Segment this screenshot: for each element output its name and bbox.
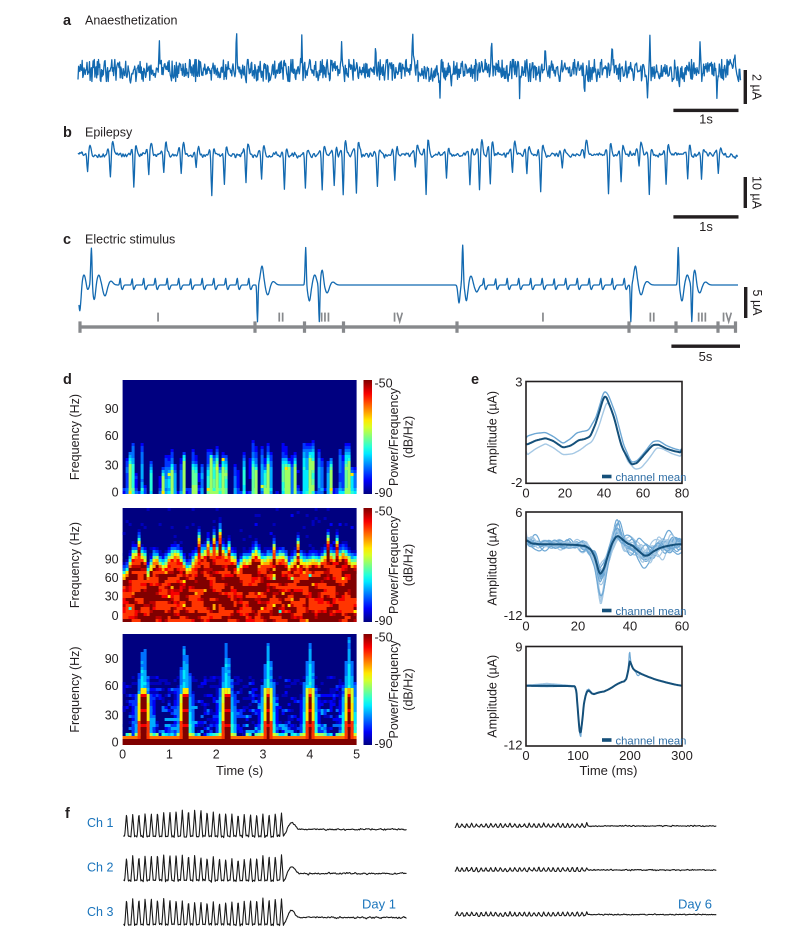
svg-text:60: 60 [105,679,119,693]
svg-text:1: 1 [166,748,173,762]
svg-text:b: b [63,125,72,141]
svg-text:3: 3 [515,375,522,390]
svg-text:Ch 3: Ch 3 [87,905,113,919]
svg-text:30: 30 [105,458,119,472]
svg-text:5 µA: 5 µA [750,290,764,317]
svg-text:Ch 2: Ch 2 [87,861,113,875]
svg-text:Day 1: Day 1 [362,897,396,912]
svg-text:channel mean: channel mean [616,472,687,484]
svg-text:0: 0 [112,736,119,750]
svg-text:Time (s): Time (s) [216,763,263,778]
svg-text:Power/Frequency: Power/Frequency [387,640,401,739]
svg-text:40: 40 [623,618,637,633]
svg-text:9: 9 [515,640,522,655]
svg-text:Amplitude (µA): Amplitude (µA) [486,655,500,738]
svg-text:Power/Frequency: Power/Frequency [387,515,401,614]
svg-text:Power/Frequency: Power/Frequency [387,387,401,486]
svg-text:20: 20 [571,618,585,633]
svg-text:40: 40 [597,485,611,500]
svg-text:60: 60 [105,571,119,585]
svg-text:-90: -90 [375,737,393,751]
svg-text:(dB/Hz): (dB/Hz) [402,544,416,586]
svg-text:0: 0 [522,618,529,633]
svg-text:-50: -50 [375,377,393,391]
svg-text:channel mean: channel mean [616,736,687,748]
svg-text:2 µA: 2 µA [750,74,764,101]
svg-text:60: 60 [636,485,650,500]
svg-text:(dB/Hz): (dB/Hz) [402,416,416,458]
svg-text:90: 90 [105,652,119,666]
svg-text:100: 100 [567,748,589,763]
svg-text:60: 60 [675,618,689,633]
svg-text:30: 30 [105,708,119,722]
svg-text:200: 200 [619,748,641,763]
svg-text:90: 90 [105,402,119,416]
svg-text:90: 90 [105,553,119,567]
svg-text:20: 20 [558,485,572,500]
svg-text:Time (ms): Time (ms) [579,763,637,778]
svg-text:0: 0 [119,748,126,762]
svg-text:-12: -12 [504,608,523,623]
svg-text:d: d [63,372,72,388]
svg-text:2: 2 [213,748,220,762]
svg-text:Amplitude (µA): Amplitude (µA) [486,523,500,606]
svg-text:10 µA: 10 µA [750,176,764,210]
svg-text:Frequency (Hz): Frequency (Hz) [68,394,82,480]
svg-text:Ch 1: Ch 1 [87,816,113,830]
svg-text:Frequency (Hz): Frequency (Hz) [68,522,82,608]
svg-text:6: 6 [515,505,522,520]
svg-text:0: 0 [522,485,529,500]
svg-text:30: 30 [105,590,119,604]
svg-text:-90: -90 [375,614,393,628]
svg-text:60: 60 [105,429,119,443]
svg-text:Frequency (Hz): Frequency (Hz) [68,646,82,732]
svg-text:0: 0 [112,609,119,623]
svg-text:0: 0 [112,486,119,500]
svg-text:1s: 1s [699,219,713,234]
svg-text:1s: 1s [699,112,713,127]
svg-text:-12: -12 [504,738,523,753]
svg-text:Epilepsy: Epilepsy [85,126,133,140]
svg-text:-2: -2 [511,475,523,490]
svg-text:0: 0 [522,748,529,763]
svg-text:-90: -90 [375,486,393,500]
svg-text:Electric stimulus: Electric stimulus [85,233,175,247]
svg-text:80: 80 [675,485,689,500]
svg-text:5s: 5s [699,349,713,364]
svg-text:e: e [471,372,479,388]
svg-text:5: 5 [353,748,360,762]
svg-text:4: 4 [306,748,313,762]
svg-text:c: c [63,232,71,248]
svg-text:300: 300 [671,748,693,763]
svg-text:3: 3 [260,748,267,762]
svg-text:-50: -50 [375,631,393,645]
svg-text:a: a [63,13,72,29]
svg-text:Day 6: Day 6 [678,897,712,912]
svg-text:f: f [65,806,70,822]
svg-text:(dB/Hz): (dB/Hz) [402,668,416,710]
svg-text:Anaesthetization: Anaesthetization [85,14,177,28]
svg-text:Amplitude (µA): Amplitude (µA) [486,391,500,474]
svg-text:-50: -50 [375,505,393,519]
svg-text:channel mean: channel mean [616,606,687,618]
